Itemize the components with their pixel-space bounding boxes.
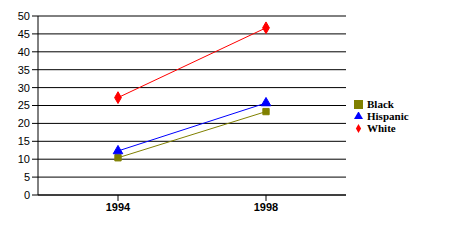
html-text:Hispanic: Hispanic [367,109,409,122]
svg-text:1994: 1994 [106,201,131,213]
html-text:Black: Black [367,97,394,110]
svg-text:0: 0 [24,189,30,201]
svg-text:25: 25 [18,99,30,111]
svg-text:50: 50 [18,10,30,22]
svg-text:35: 35 [18,64,30,76]
svg-text:10: 10 [18,153,30,165]
svg-text:45: 45 [18,28,30,40]
svg-text:15: 15 [18,135,30,147]
svg-text:40: 40 [18,46,30,58]
svg-text:1998: 1998 [254,201,278,213]
html-text:White: White [367,121,396,134]
svg-text:20: 20 [18,117,30,129]
svg-text:5: 5 [24,171,30,183]
svg-text:30: 30 [18,82,30,94]
